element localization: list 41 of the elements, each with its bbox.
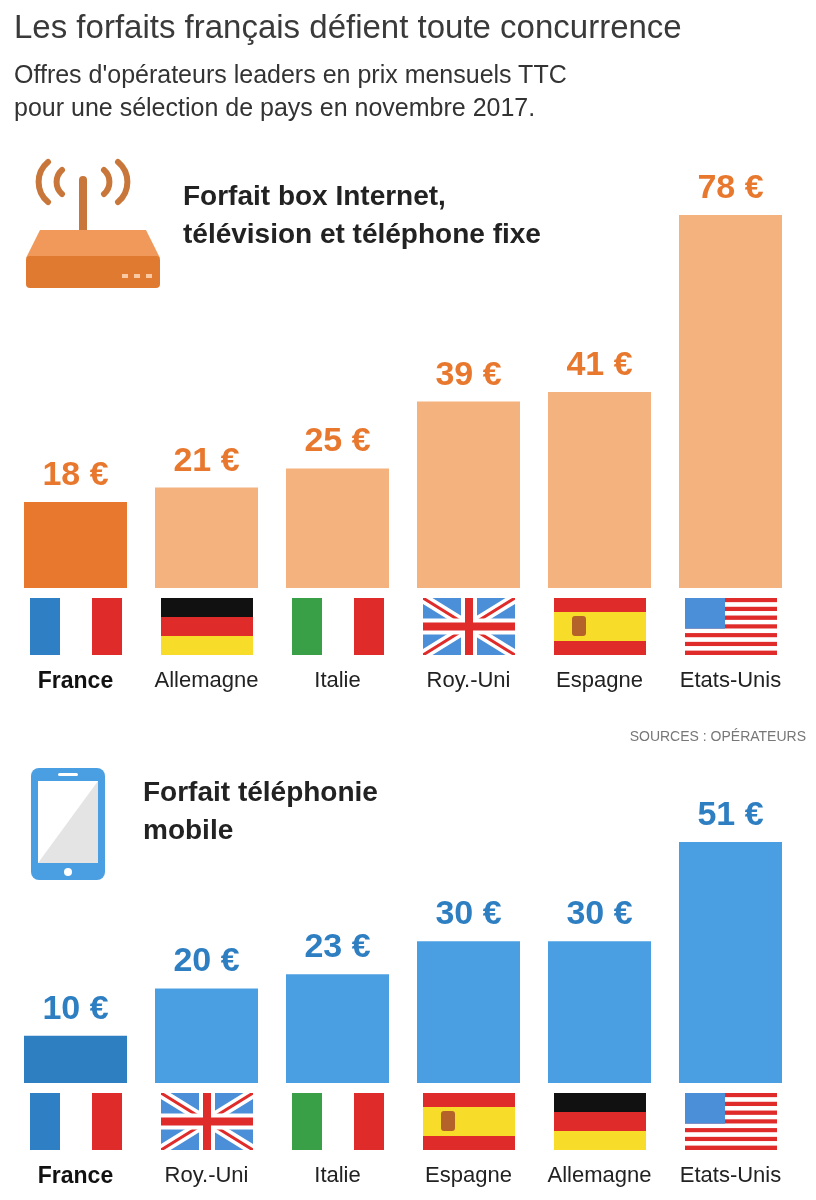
data-label: 78 €	[697, 167, 764, 205]
bar	[286, 468, 389, 588]
x-tick-label: Etats-Unis	[679, 1161, 782, 1187]
text: Les forfaits français défient toute concurrence	[14, 8, 682, 46]
x-tick-label: Roy.-Uni	[426, 666, 511, 692]
x-tick-label: France	[37, 1161, 114, 1188]
data-label: 21 €	[173, 439, 240, 478]
x-tick-label: Espagne	[425, 1161, 512, 1187]
data-label: 41 €	[566, 343, 633, 382]
x-tick-label: Allemagne	[154, 666, 259, 692]
data-label: 20 €	[173, 940, 240, 979]
x-tick-label: Etats-Unis	[679, 666, 782, 692]
source-note: SOURCES : OPÉRATEURS	[629, 728, 806, 744]
chart-title: Forfait téléphonie mobile	[143, 775, 378, 847]
bar	[417, 941, 520, 1083]
data-label: 10 €	[42, 987, 109, 1026]
bar	[24, 1035, 127, 1083]
data-label: 30 €	[435, 893, 502, 932]
bar	[548, 941, 651, 1083]
bar	[679, 215, 782, 588]
bar	[155, 487, 258, 588]
bar	[679, 842, 782, 1083]
text: Offres d'opérateurs leaders en prix mensuels TTC pour une sélection de pays en novembre 2017.	[14, 59, 567, 123]
data-label: 51 €	[697, 794, 764, 832]
x-tick-label: Italie	[314, 666, 361, 692]
bar	[417, 401, 520, 588]
bar	[286, 974, 389, 1083]
chart-title: Forfait box Internet, télévision et téléphone fixe	[183, 179, 541, 251]
x-tick-label: Italie	[314, 1161, 361, 1187]
x-tick-label: Roy.-Uni	[164, 1161, 249, 1187]
data-label: 18 €	[42, 453, 109, 492]
data-label: 23 €	[304, 926, 371, 965]
x-tick-label: Espagne	[556, 666, 643, 692]
bar	[548, 391, 651, 588]
x-tick-label: Allemagne	[547, 1161, 652, 1187]
data-label: 25 €	[304, 420, 371, 459]
data-label: 30 €	[566, 893, 633, 932]
x-tick-label: France	[37, 666, 114, 693]
data-label: 39 €	[435, 353, 502, 392]
bar	[155, 988, 258, 1083]
bar	[24, 501, 127, 588]
